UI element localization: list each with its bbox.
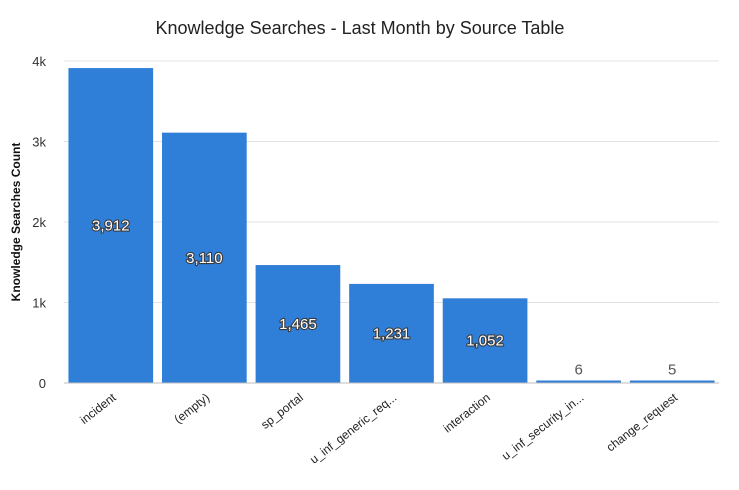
x-tick-label: change_request xyxy=(604,390,681,454)
bar[interactable] xyxy=(536,380,621,384)
chart-title: Knowledge Searches - Last Month by Sourc… xyxy=(156,18,565,38)
y-tick-label: 1k xyxy=(32,296,46,311)
y-tick-label: 0 xyxy=(39,376,46,391)
bar[interactable] xyxy=(255,265,341,383)
y-axis-ticks: 0 1k 2k 3k 4k xyxy=(32,54,46,391)
data-label: 1,231 xyxy=(373,325,411,342)
data-label: 3,912 xyxy=(92,218,130,235)
x-tick-label: u_inf_security_in... xyxy=(499,390,586,463)
x-tick-label: (empty) xyxy=(172,390,213,426)
bar[interactable] xyxy=(68,68,154,384)
x-tick-label: interaction xyxy=(441,390,493,435)
x-tick-label: u_inf_generic_req... xyxy=(307,390,399,466)
data-label: 1,465 xyxy=(279,316,317,333)
data-labels: 3,912 3,110 1,465 1,231 1,052 6 5 xyxy=(91,216,676,379)
data-label: 1,052 xyxy=(466,333,504,350)
bar[interactable] xyxy=(629,380,715,384)
y-axis-label: Knowledge Searches Count xyxy=(9,143,23,302)
x-tick-label: incident xyxy=(77,390,119,427)
y-tick-label: 2k xyxy=(32,215,46,230)
y-tick-label: 4k xyxy=(32,54,46,69)
data-label: 6 xyxy=(574,362,582,379)
y-tick-label: 3k xyxy=(32,135,46,150)
bar[interactable] xyxy=(442,298,528,383)
x-axis-ticks: incident (empty) sp_portal u_inf_generic_re… xyxy=(77,390,680,467)
bars xyxy=(68,68,715,384)
x-tick-label: sp_portal xyxy=(258,390,306,431)
data-label: 5 xyxy=(668,362,676,379)
bar[interactable] xyxy=(349,283,434,383)
data-label: 3,110 xyxy=(186,250,222,267)
bar[interactable] xyxy=(162,132,247,383)
